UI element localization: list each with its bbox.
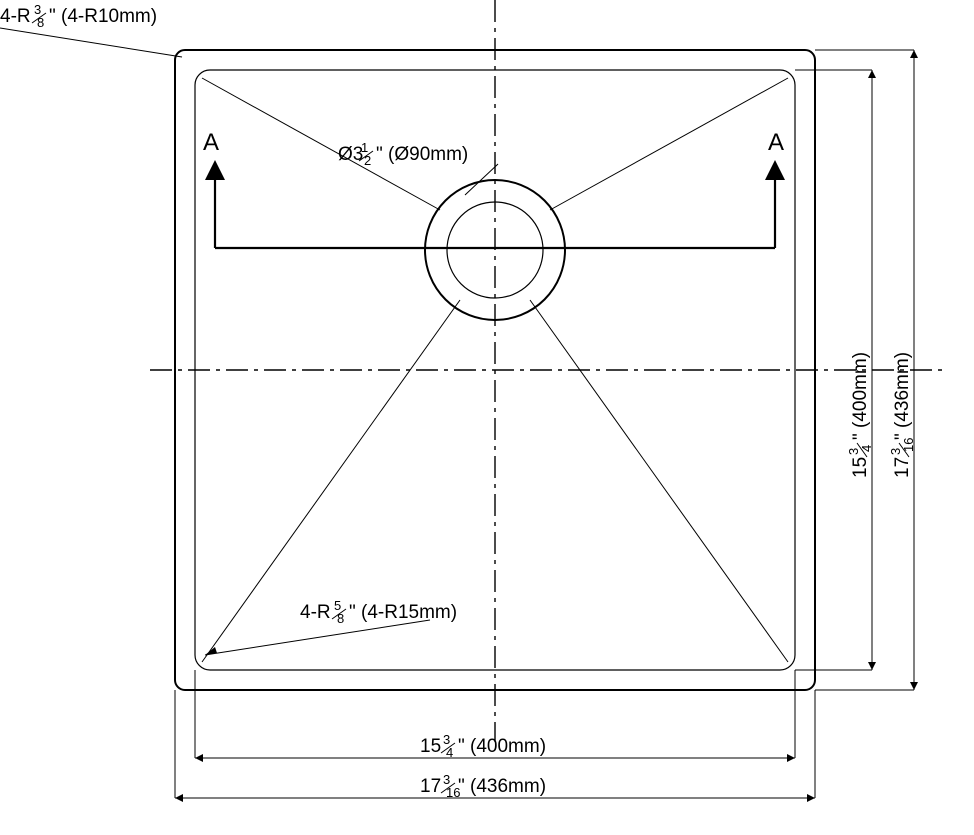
svg-text:15: 15 (850, 457, 871, 478)
section-label-a-left: A (203, 129, 219, 156)
label-corner-r10: 4-R38" (4-R10mm) (0, 2, 157, 30)
svg-text:" (4-R10mm): " (4-R10mm) (49, 6, 157, 27)
label-drain-dia: Ø312" (Ø90mm) (338, 140, 468, 168)
technical-drawing: A A 4-R38" (4-R10mm) 4-R58" (4-R15mm) Ø312" … (0, 0, 974, 835)
label-corner-r15: 4-R58" (4-R15mm) (300, 598, 457, 626)
svg-text:17: 17 (892, 457, 913, 478)
svg-text:" (4-R15mm): " (4-R15mm) (349, 602, 457, 623)
svg-text:17: 17 (420, 776, 441, 797)
diag-tr (550, 78, 788, 210)
svg-text:" (436mm): " (436mm) (458, 776, 546, 797)
drawing-stage: A A 4-R38" (4-R10mm) 4-R58" (4-R15mm) Ø312" … (0, 0, 974, 835)
svg-text:15: 15 (420, 736, 441, 757)
svg-text:" (400mm): " (400mm) (458, 736, 546, 757)
svg-text:Ø3: Ø3 (338, 144, 363, 165)
section-label-a-right: A (768, 129, 784, 156)
diag-br (530, 300, 788, 662)
label-outer-height: 17316" (436mm) (888, 352, 916, 478)
svg-text:" (436mm): " (436mm) (892, 352, 913, 440)
label-inner-height: 1534" (400mm) (846, 352, 874, 478)
svg-text:4-R: 4-R (0, 6, 31, 27)
svg-text:" (Ø90mm): " (Ø90mm) (376, 144, 468, 165)
label-inner-width: 1534" (400mm) (420, 732, 546, 760)
label-outer-width: 17316" (436mm) (420, 772, 546, 800)
svg-text:" (400mm): " (400mm) (850, 352, 871, 440)
svg-text:4-R: 4-R (300, 602, 331, 623)
